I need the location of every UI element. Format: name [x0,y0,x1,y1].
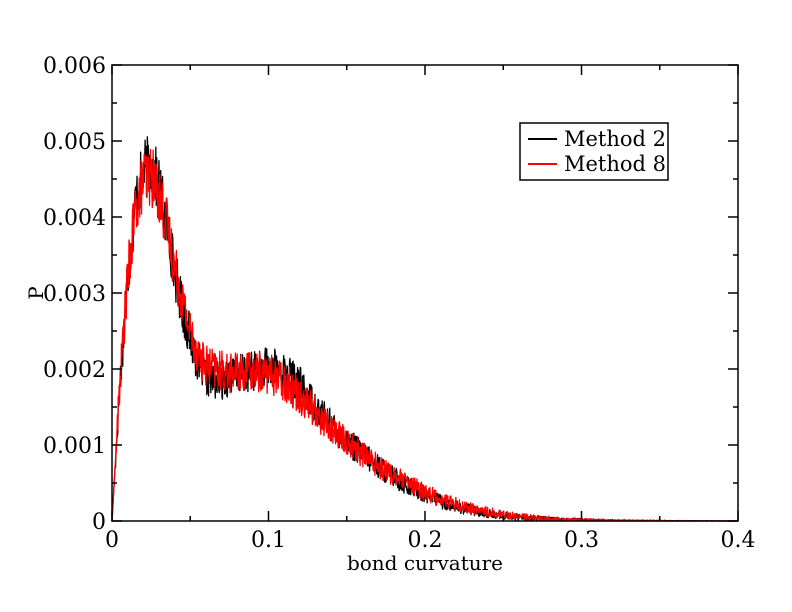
legend-box [519,122,669,181]
legend-label-1: Method 2 [564,127,666,151]
x-tick-label: 0.3 [564,528,599,553]
y-tick-label: 0.001 [43,434,106,459]
ticks-layer [111,64,739,522]
y-tick-label: 0 [92,510,106,535]
x-tick-label: 0.1 [251,528,286,553]
x-tick-label: 0.4 [721,528,756,553]
y-tick-label: 0.006 [43,54,106,79]
y-tick-label: 0.004 [43,206,106,231]
x-axis-label: bond curvature [347,551,503,575]
legend-label-2: Method 8 [564,152,666,176]
y-axis-label: P [24,286,48,299]
x-tick-label: 0.2 [408,528,443,553]
y-tick-label: 0.005 [43,130,106,155]
y-tick-label: 0.002 [43,358,106,383]
x-tick-label: 0 [105,528,119,553]
tick-labels-layer: 0 0.1 0.2 0.3 0.4 0 0.001 0.002 0.003 0.004 0.005 0… [43,54,755,553]
y-tick-label: 0.003 [43,282,106,307]
